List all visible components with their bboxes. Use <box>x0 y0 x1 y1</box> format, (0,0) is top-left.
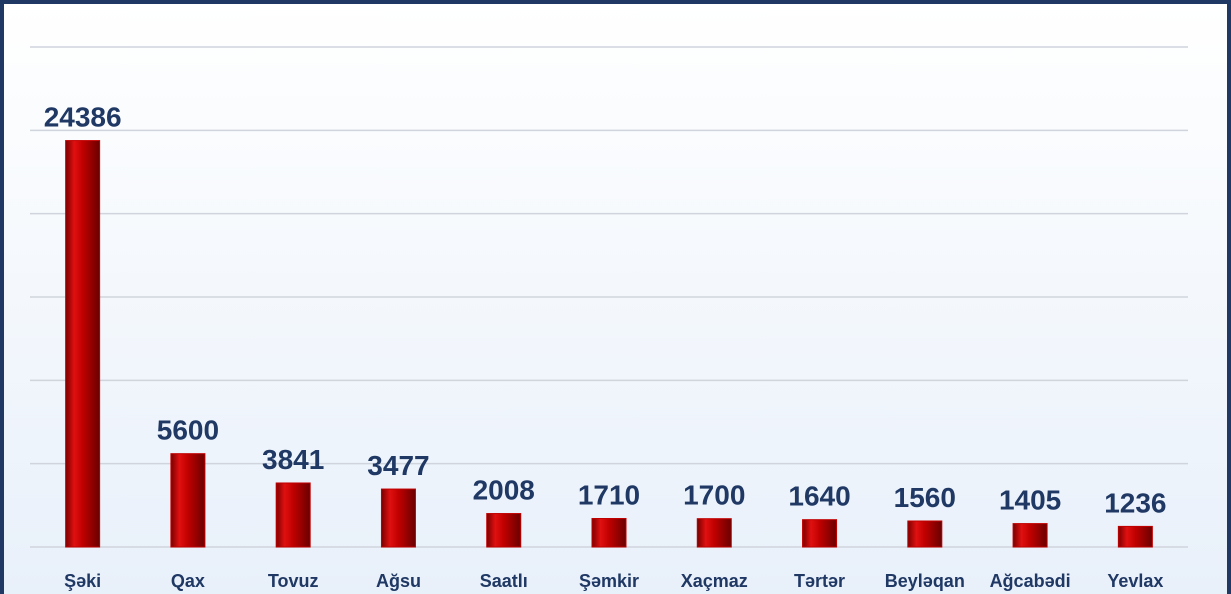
x-tick-label: Beyləqan <box>885 571 965 591</box>
x-tick-label: Ağcabədi <box>990 571 1071 591</box>
data-label: 1560 <box>894 482 956 513</box>
x-tick-label: Ağsu <box>376 571 421 591</box>
x-tick-label: Saatlı <box>480 571 528 591</box>
bar <box>1117 525 1153 548</box>
x-tick-label: Şəmkir <box>579 571 639 591</box>
x-tick-label: Tərtər <box>794 571 845 591</box>
plot-area: Şəki 24386 Qax 5600 Tovuz 3841 Ağsu 3477 Saatlı 2… <box>30 46 1188 591</box>
bar <box>65 140 101 548</box>
data-label: 1405 <box>999 485 1061 516</box>
bar <box>696 518 732 548</box>
x-tick-label: Xaçmaz <box>681 571 748 591</box>
data-label: 24386 <box>44 102 122 133</box>
bar <box>802 519 838 548</box>
data-label: 2008 <box>473 475 535 506</box>
bar <box>591 518 627 548</box>
x-tick-label: Yevlax <box>1107 571 1163 591</box>
bar <box>170 453 206 548</box>
bar <box>1012 523 1048 548</box>
bar <box>275 482 311 548</box>
x-tick-label: Qax <box>171 571 205 591</box>
data-label: 1710 <box>578 480 640 511</box>
data-label: 1700 <box>683 480 745 511</box>
x-tick-label: Şəki <box>64 571 101 591</box>
data-label: 1640 <box>788 481 850 512</box>
data-label: 3841 <box>262 444 324 475</box>
data-label: 3477 <box>367 450 429 481</box>
data-label: 5600 <box>157 415 219 446</box>
bar <box>907 520 943 548</box>
data-label: 1236 <box>1104 487 1166 518</box>
bar <box>486 513 522 548</box>
x-tick-label: Tovuz <box>268 571 319 591</box>
bar <box>380 488 416 548</box>
